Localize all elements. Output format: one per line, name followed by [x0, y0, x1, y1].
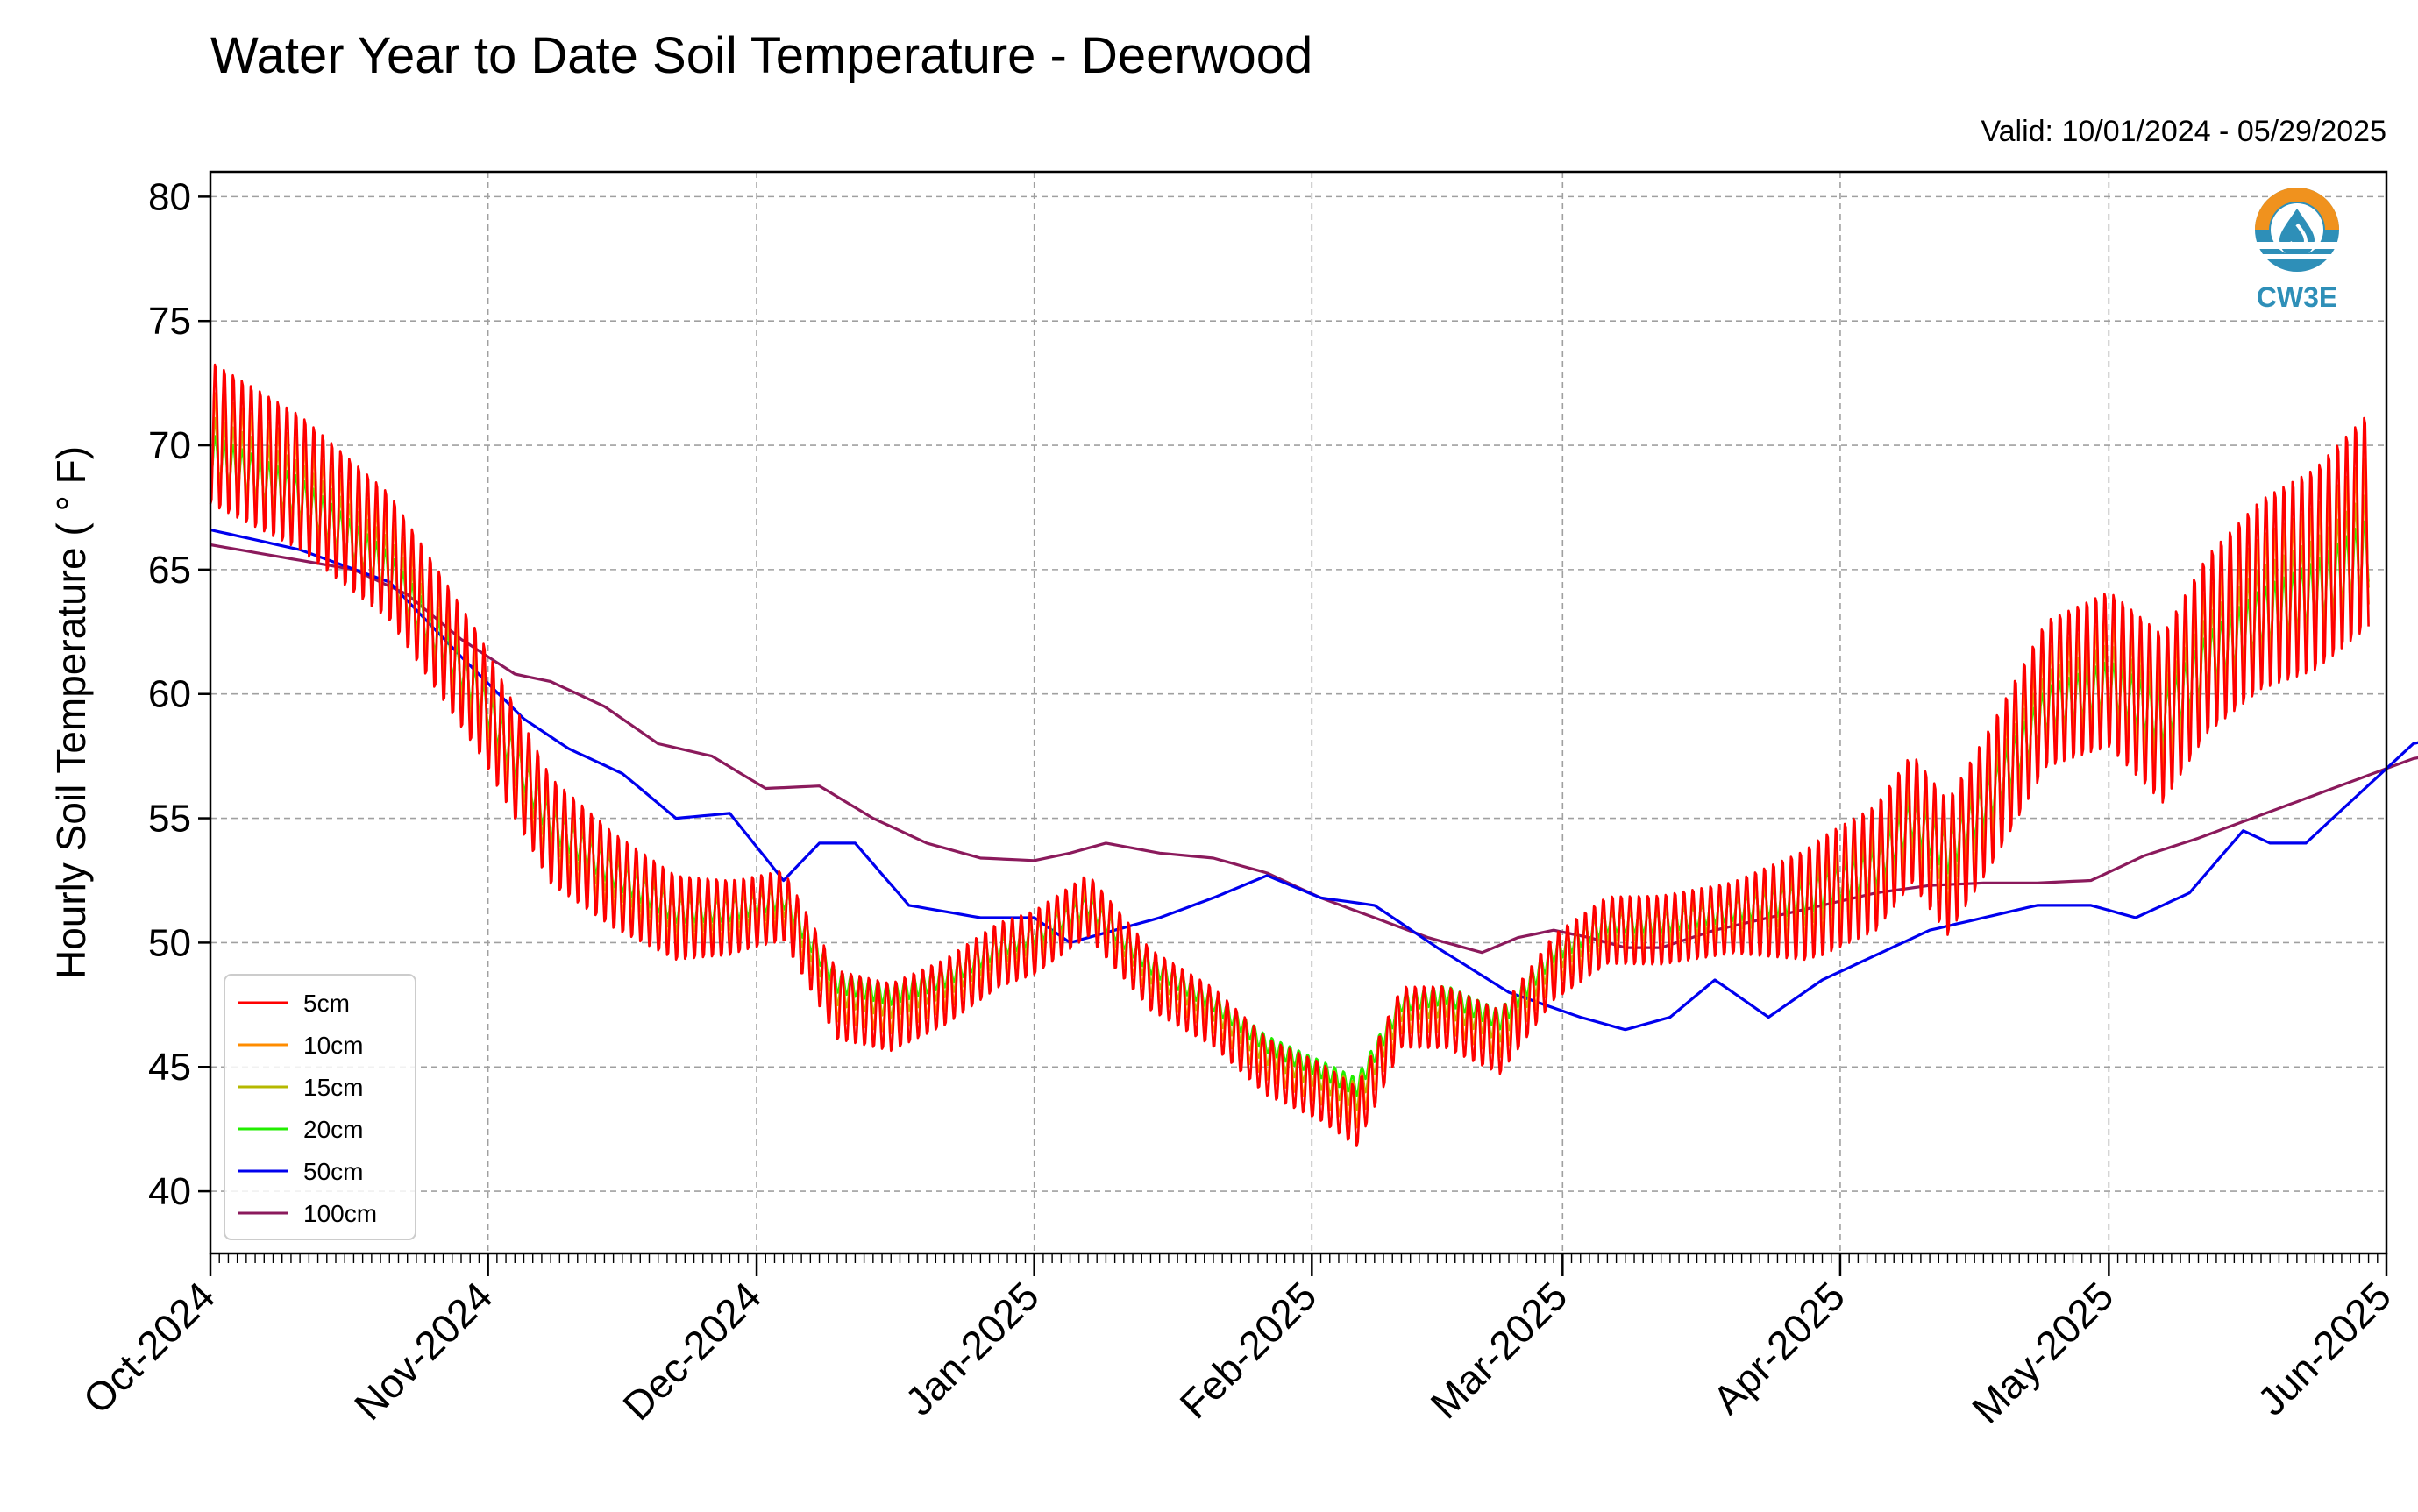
- cw3e-logo: CW3E: [2255, 188, 2339, 313]
- x-tick-label: Dec-2024: [614, 1273, 770, 1429]
- series-lines: [209, 363, 2418, 1147]
- x-tick-label: Mar-2025: [1421, 1273, 1575, 1427]
- chart-title: Water Year to Date Soil Temperature - De…: [210, 27, 1312, 84]
- x-tick-label: Nov-2024: [345, 1273, 501, 1429]
- y-tick-label: 75: [148, 300, 191, 343]
- x-tick-label: Jun-2025: [2249, 1273, 2400, 1423]
- x-tick-label: Apr-2025: [1703, 1273, 1853, 1423]
- logo-text: CW3E: [2257, 281, 2337, 313]
- series-line-20cm: [210, 435, 2370, 1097]
- y-tick-label: 50: [148, 921, 191, 964]
- legend-label-50cm: 50cm: [303, 1158, 363, 1185]
- y-tick-label: 45: [148, 1046, 191, 1089]
- series-line-10cm: [209, 392, 2370, 1129]
- x-tick-label: Jan-2025: [896, 1273, 1047, 1423]
- grid-lines: [210, 172, 2387, 1253]
- x-tick-label: Feb-2025: [1170, 1273, 1325, 1427]
- legend-label-20cm: 20cm: [303, 1116, 363, 1143]
- y-tick-label: 55: [148, 798, 191, 841]
- legend-label-10cm: 10cm: [303, 1032, 363, 1059]
- series-line-15cm: [209, 416, 2370, 1111]
- y-tick-label: 40: [148, 1170, 191, 1213]
- x-axis-ticks: Oct-2024 Nov-2024 Dec-2024 Jan-2025 Feb-2025…: [75, 1253, 2400, 1432]
- legend-label-5cm: 5cm: [303, 990, 350, 1017]
- x-tick-label: Oct-2024: [75, 1273, 224, 1423]
- y-tick-label: 80: [148, 175, 191, 218]
- y-tick-label: 65: [148, 549, 191, 592]
- series-line-100cm: [210, 543, 2418, 955]
- y-axis-ticks: 40 45 50 55 60 65 70 75 80: [148, 175, 210, 1213]
- legend-box: [224, 974, 416, 1240]
- plot-area-border: [209, 170, 2388, 1255]
- legend: 5cm 10cm 15cm 20cm 50cm 100cm: [224, 974, 416, 1240]
- series-line-5cm: [209, 363, 2370, 1147]
- y-tick-label: 60: [148, 673, 191, 716]
- y-axis-label: Hourly Soil Temperature ( ° F): [48, 446, 94, 979]
- y-tick-label: 70: [148, 424, 191, 467]
- legend-label-15cm: 15cm: [303, 1074, 363, 1101]
- legend-label-100cm: 100cm: [303, 1200, 377, 1227]
- x-tick-label: May-2025: [1963, 1273, 2122, 1431]
- chart-subtitle: Valid: 10/01/2024 - 05/29/2025: [1981, 115, 2386, 148]
